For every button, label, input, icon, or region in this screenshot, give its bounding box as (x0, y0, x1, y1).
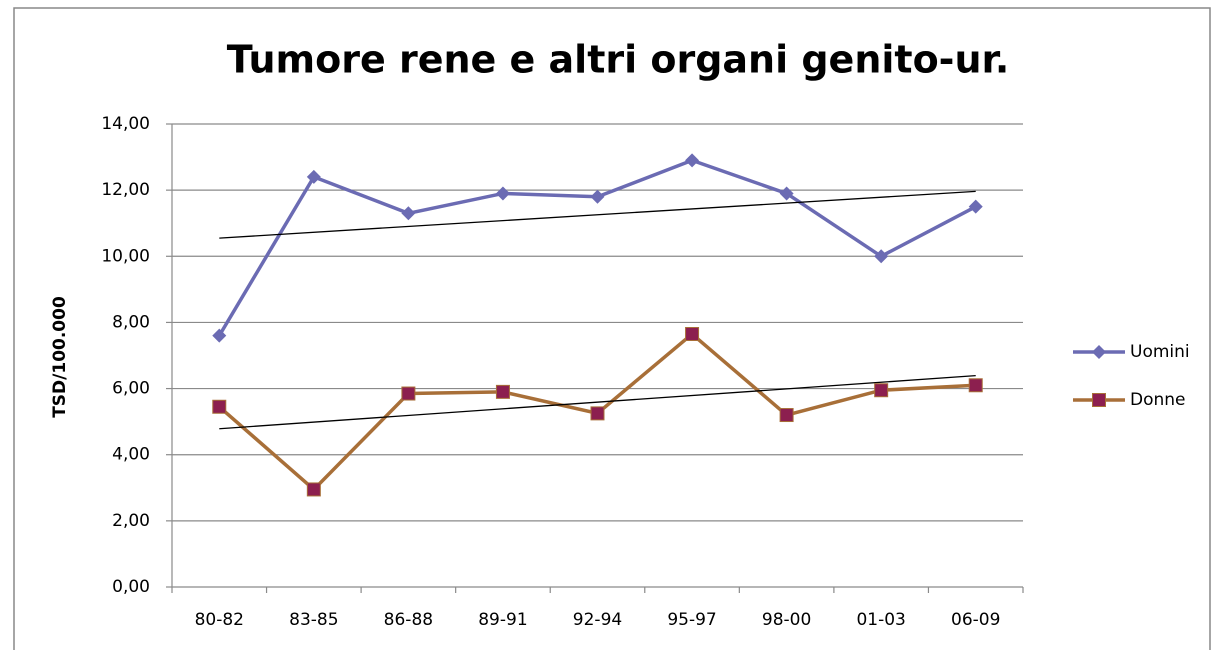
data-point (779, 186, 794, 201)
data-point (306, 169, 321, 184)
data-point (874, 249, 889, 264)
legend-label: Donne (1130, 390, 1186, 410)
x-tick-label: 83-85 (289, 610, 338, 630)
y-axis-label: TSD/100.000 (50, 296, 70, 418)
y-tick-label: 12,00 (101, 180, 150, 200)
trend-line (219, 190, 976, 239)
data-point (306, 482, 321, 497)
x-tick-label: 89-91 (478, 610, 527, 630)
trend-line (219, 374, 976, 430)
data-point (968, 378, 983, 393)
x-tick-label: 06-09 (951, 610, 1000, 630)
y-tick-label: 4,00 (112, 445, 150, 465)
legend-marker (1092, 393, 1106, 407)
data-point (685, 153, 700, 168)
legend-marker (1092, 345, 1106, 359)
y-tick-label: 10,00 (101, 246, 150, 266)
chart-title: Tumore rene e altri organi genito-ur. (227, 38, 1010, 82)
x-tick-label: 80-82 (195, 610, 244, 630)
y-tick-label: 0,00 (112, 577, 150, 597)
data-point (495, 186, 510, 201)
data-point (779, 408, 794, 423)
y-tick-label: 14,00 (101, 114, 150, 134)
data-point (590, 406, 605, 421)
y-tick-label: 8,00 (112, 312, 150, 332)
data-point (685, 327, 700, 342)
data-point (874, 383, 889, 398)
y-tick-label: 6,00 (112, 379, 150, 399)
x-tick-label: 95-97 (667, 610, 716, 630)
chart-frame (13, 7, 1211, 650)
data-point (212, 399, 227, 414)
y-tick-label: 2,00 (112, 511, 150, 531)
data-point (401, 386, 416, 401)
x-tick-label: 92-94 (573, 610, 622, 630)
x-tick-label: 86-88 (384, 610, 433, 630)
data-point (212, 328, 227, 343)
data-point (495, 384, 510, 399)
data-point (590, 189, 605, 204)
legend-label: Uomini (1130, 342, 1190, 362)
x-tick-label: 98-00 (762, 610, 811, 630)
data-point (401, 206, 416, 221)
data-point (968, 199, 983, 214)
x-tick-label: 01-03 (856, 610, 905, 630)
